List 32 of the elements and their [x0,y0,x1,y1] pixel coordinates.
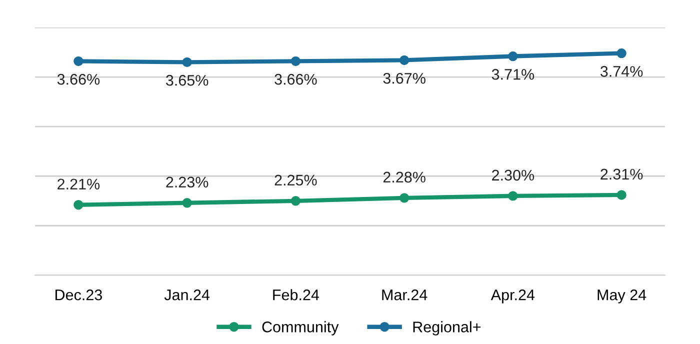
point [616,48,626,58]
x-tick-label: May 24 [598,289,646,304]
point [74,200,84,210]
data-label: 2.25% [274,174,317,186]
point [74,56,84,66]
point [290,196,301,206]
point [290,56,301,66]
data-label: 2.21% [58,178,100,190]
data-label: 3.65% [166,74,208,86]
data-label: 2.28% [383,172,426,183]
point [508,191,518,201]
point [508,51,518,62]
x-tick-label: Feb.24 [273,289,320,300]
data-label: 2.23% [166,176,208,188]
x-tick-label: Dec.23 [56,289,102,300]
point [182,198,192,208]
data-label: 3.66% [57,74,100,85]
data-label: 3.67% [383,72,426,84]
legend-label: Community [262,321,339,336]
point [399,55,410,66]
data-label: 3.71% [492,68,534,80]
legend-label: Regional+ [413,321,481,336]
data-label: 2.31% [600,168,643,180]
x-tick-label: Apr.24 [490,289,535,304]
point [616,190,626,200]
data-label: 2.30% [492,170,534,181]
data-label: 3.66% [274,74,317,85]
x-tick-label: Jan.24 [164,289,210,300]
data-label: 3.74% [600,66,643,77]
point [399,193,410,203]
x-tick-label: Mar.24 [382,289,428,300]
point [182,57,192,68]
